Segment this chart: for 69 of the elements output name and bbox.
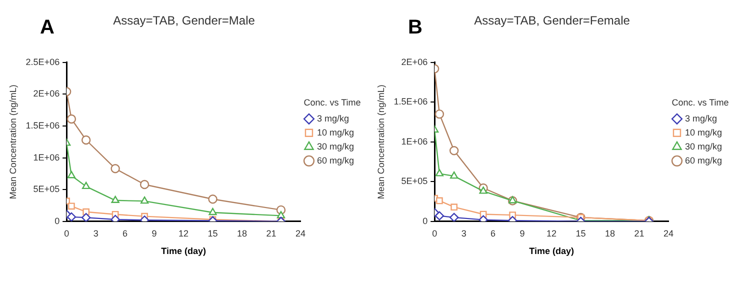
point xyxy=(449,212,459,222)
x-tick-label: 18 xyxy=(237,228,248,238)
point xyxy=(140,196,149,204)
legend-title: Conc. vs Time xyxy=(672,98,729,108)
point xyxy=(434,211,444,220)
y-tick-label: 1.5E+06 xyxy=(394,96,428,107)
x-tick-label: 21 xyxy=(266,228,276,238)
x-tick-label: 0 xyxy=(432,228,438,238)
y-tick-label: 5E+05 xyxy=(33,184,60,194)
x-tick-label: 12 xyxy=(546,228,557,238)
text: A xyxy=(40,16,54,39)
x-tick-label: 3 xyxy=(93,228,98,238)
y-tick-label: 0 xyxy=(54,216,60,226)
x-tick-label: 9 xyxy=(152,228,157,238)
y-tick-label: 0 xyxy=(422,216,428,226)
x-axis-title: Time (day) xyxy=(161,246,206,256)
point xyxy=(140,180,150,190)
point xyxy=(68,202,75,210)
point xyxy=(450,204,458,211)
chart-title: Assay=TAB, Gender=Male xyxy=(113,14,256,28)
chart-title: Assay=TAB, Gender=Female xyxy=(474,14,630,28)
point xyxy=(276,211,286,218)
x-tick-label: 18 xyxy=(605,228,616,238)
y-tick-label: 2E+06 xyxy=(33,88,60,99)
point xyxy=(82,182,90,190)
y-tick-label: 1.5E+06 xyxy=(26,120,60,130)
legend-label: 30 mg/kg xyxy=(684,141,722,152)
x-tick-label: 3 xyxy=(461,228,466,238)
y-tick-label: 1E+06 xyxy=(33,152,60,162)
point xyxy=(81,212,91,222)
point xyxy=(450,171,458,179)
legend-label: 30 mg/kg xyxy=(316,141,354,152)
x-axis-title: Time (day) xyxy=(529,246,574,256)
y-tick-label: 2E+06 xyxy=(401,56,428,67)
point xyxy=(111,196,120,204)
x-tick-label: 24 xyxy=(663,228,674,238)
x-tick-label: 0 xyxy=(64,228,70,238)
point xyxy=(208,194,218,204)
legend-label: 60 mg/kg xyxy=(684,155,722,166)
point xyxy=(81,135,91,145)
x-tick-label: 21 xyxy=(634,228,644,238)
legend-title: Conc. vs Time xyxy=(304,98,361,108)
point xyxy=(110,214,120,222)
x-tick-label: 15 xyxy=(576,228,586,238)
legend-label: 3 mg/kg xyxy=(684,113,717,124)
x-tick-label: 6 xyxy=(122,228,128,238)
y-tick-label: 2.5E+06 xyxy=(26,56,60,67)
legend-label: 10 mg/kg xyxy=(316,127,354,138)
text: B xyxy=(408,16,422,39)
point xyxy=(208,208,217,216)
y-axis-title: Mean Concentration (ng/mL) xyxy=(376,84,386,200)
point xyxy=(436,197,443,204)
legend-label: 3 mg/kg xyxy=(316,113,349,124)
x-tick-label: 6 xyxy=(490,228,496,238)
point xyxy=(449,146,459,156)
x-tick-label: 12 xyxy=(178,228,189,238)
point xyxy=(110,164,120,174)
y-axis-title: Mean Concentration (ng/mL) xyxy=(8,84,18,200)
y-tick-label: 5E+05 xyxy=(401,176,428,186)
x-tick-label: 24 xyxy=(295,228,306,238)
point xyxy=(66,212,76,222)
x-tick-label: 15 xyxy=(208,228,218,238)
point xyxy=(66,114,76,124)
x-tick-label: 9 xyxy=(520,228,525,238)
legend-label: 60 mg/kg xyxy=(316,155,354,166)
point xyxy=(434,109,444,119)
legend-label: 10 mg/kg xyxy=(684,127,722,138)
point xyxy=(479,186,488,194)
y-tick-label: 1E+06 xyxy=(401,136,428,146)
